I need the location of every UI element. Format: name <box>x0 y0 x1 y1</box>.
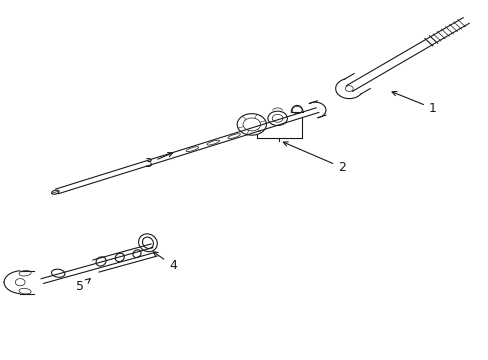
Text: 2: 2 <box>283 142 346 174</box>
Text: 3: 3 <box>144 153 172 170</box>
Text: 5: 5 <box>76 279 90 293</box>
Text: 4: 4 <box>153 252 177 272</box>
Text: 1: 1 <box>391 91 436 115</box>
